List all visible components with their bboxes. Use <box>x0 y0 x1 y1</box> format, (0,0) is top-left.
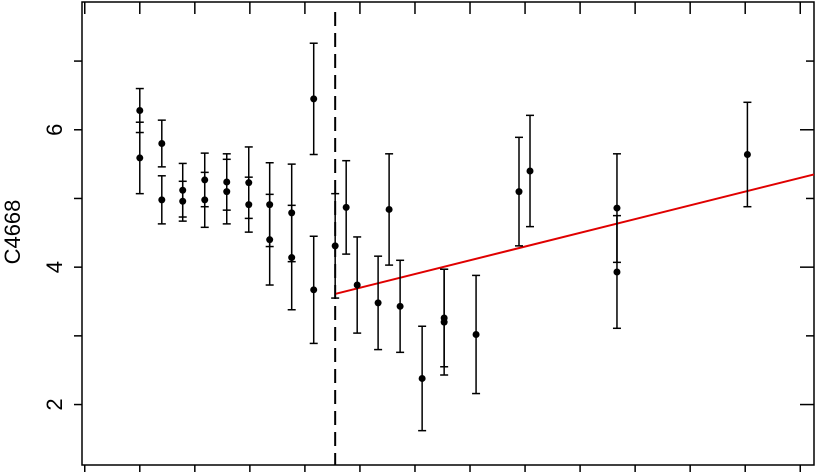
point <box>310 95 318 103</box>
y-tick-label: 6 <box>42 124 67 136</box>
y-tick-label: 4 <box>42 261 67 273</box>
point <box>385 205 393 213</box>
y-axis-label: C4668 <box>0 200 25 265</box>
point <box>743 151 751 159</box>
point <box>342 203 350 211</box>
point <box>613 204 621 212</box>
point <box>288 254 296 262</box>
point <box>310 286 318 294</box>
point <box>201 196 209 204</box>
point <box>374 299 382 307</box>
point <box>179 197 187 205</box>
point <box>158 140 166 148</box>
point <box>331 242 339 250</box>
point <box>353 281 361 289</box>
point <box>266 236 274 244</box>
fit-line <box>334 173 815 295</box>
point <box>136 154 144 162</box>
point <box>245 201 253 209</box>
plot-frame <box>81 1 815 466</box>
point <box>515 188 523 196</box>
point <box>526 167 534 175</box>
point <box>440 318 448 326</box>
point <box>418 374 426 382</box>
point <box>396 302 404 310</box>
point <box>158 196 166 204</box>
point <box>136 107 144 115</box>
y-tick-label: 2 <box>42 398 67 410</box>
point <box>472 330 480 338</box>
point <box>613 268 621 276</box>
point <box>223 188 231 196</box>
